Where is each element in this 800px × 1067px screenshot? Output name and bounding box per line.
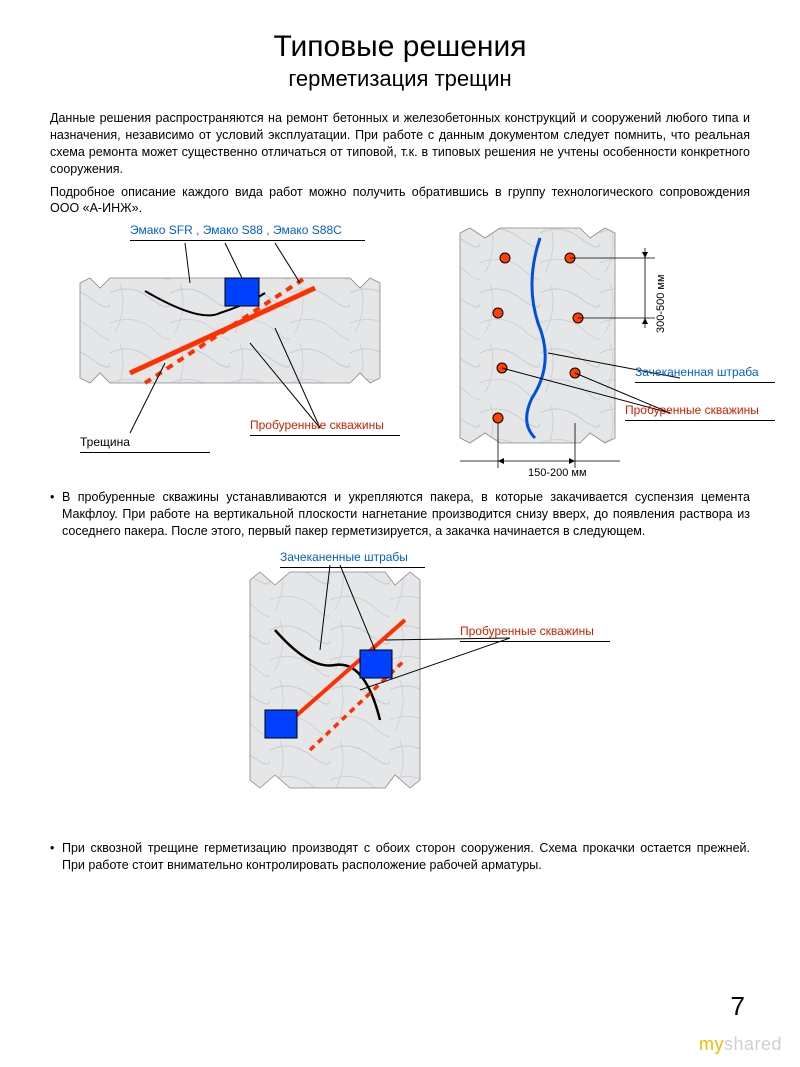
- page-number: 7: [731, 991, 745, 1022]
- watermark: myshared: [699, 1034, 782, 1055]
- label-borehole-3: Пробуренные скважины: [460, 624, 594, 638]
- diagram-row-1: Эмако SFR , Эмако S88 , Эмако S88C Трещи…: [50, 223, 750, 483]
- watermark-post: shared: [724, 1034, 782, 1054]
- label-borehole-1: Пробуренные скважины: [250, 418, 384, 432]
- bullet-para-1: В пробуренные скважины устанавливаются и…: [50, 489, 750, 540]
- intro-para-2: Подробное описание каждого вида работ мо…: [50, 184, 750, 218]
- diagram-right: [420, 223, 750, 483]
- watermark-pre: my: [699, 1034, 724, 1054]
- label-borehole-2: Пробуренные скважины: [625, 403, 759, 417]
- page-title: Типовые решения: [50, 30, 750, 64]
- label-dim-h: 150-200 мм: [528, 467, 587, 479]
- bullet-para-2: При сквозной трещине герметизацию произв…: [50, 840, 750, 874]
- label-crack: Трещина: [80, 435, 130, 449]
- page-subtitle: герметизация трещин: [50, 66, 750, 92]
- label-dim-v: 300-500 мм: [655, 275, 667, 334]
- label-groove: Зачеканенная штраба: [635, 365, 759, 379]
- intro-para-1: Данные решения распространяются на ремон…: [50, 110, 750, 178]
- label-emako: Эмако SFR , Эмако S88 , Эмако S88C: [130, 223, 342, 237]
- diagram-bottom: [210, 560, 610, 810]
- label-grooves-2: Зачеканенные штрабы: [280, 550, 408, 564]
- diagram-row-2: Зачеканенные штрабы Пробуренные скважины: [50, 550, 750, 810]
